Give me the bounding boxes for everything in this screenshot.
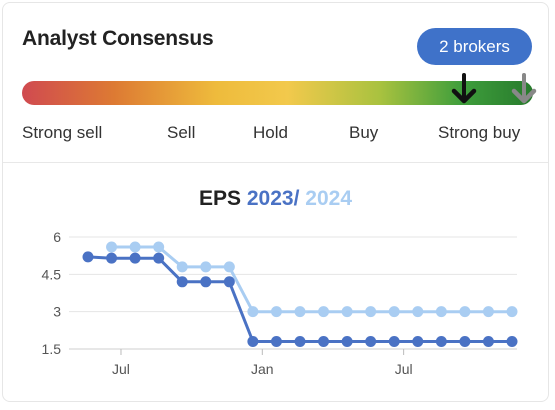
data-point-2024 <box>506 306 518 318</box>
data-point-2023 <box>270 336 282 348</box>
x-tick-label: Jan <box>251 361 274 377</box>
section-divider <box>3 162 548 163</box>
rating-label-hold: Hold <box>253 123 288 142</box>
data-point-2024 <box>200 261 212 273</box>
data-point-2024 <box>388 306 400 318</box>
data-point-2024 <box>129 241 141 253</box>
data-point-2024 <box>318 306 330 318</box>
data-point-2024 <box>482 306 494 318</box>
data-point-2023 <box>412 336 424 348</box>
rating-label-sell: Sell <box>167 123 196 142</box>
data-point-2023 <box>129 252 141 264</box>
data-point-2024 <box>294 306 306 318</box>
data-point-2024 <box>459 306 471 318</box>
data-point-2023 <box>247 336 259 348</box>
data-point-2024 <box>247 306 259 318</box>
data-point-2023 <box>365 336 377 348</box>
eps-title-prefix: EPS <box>199 187 242 210</box>
eps-title-year-2023[interactable]: 2023 <box>246 187 294 210</box>
data-point-2024 <box>435 306 447 318</box>
brokers-count-button[interactable]: 2 brokers <box>417 28 532 65</box>
series-line-2023 <box>87 255 512 343</box>
y-tick-label: 1.5 <box>42 341 62 357</box>
data-point-2023 <box>82 251 94 263</box>
data-point-2024 <box>365 306 377 318</box>
rating-label-strong-buy: Strong buy <box>438 123 521 142</box>
data-point-2024 <box>106 241 118 253</box>
data-point-2023 <box>341 336 353 348</box>
data-point-2024 <box>412 306 424 318</box>
data-point-2023 <box>435 336 447 348</box>
data-point-2023 <box>482 336 494 348</box>
data-point-2023 <box>106 252 118 264</box>
card-title: Analyst Consensus <box>22 27 214 50</box>
data-point-2024 <box>341 306 353 318</box>
eps-chart-title: EPS 2023/ 2024 <box>3 187 548 211</box>
current-rating-arrow-icon <box>451 73 477 104</box>
data-point-2024 <box>223 261 235 273</box>
consensus-gauge-bar <box>22 81 533 105</box>
data-point-2023 <box>223 276 235 288</box>
previous-rating-arrow-icon <box>511 73 537 104</box>
rating-label-strong-sell: Strong sell <box>22 123 103 142</box>
data-point-2023 <box>153 252 165 264</box>
eps-line-chart: 1.5 3 4.5 6 Jul Jan Jul <box>42 229 518 377</box>
data-point-2024 <box>153 241 165 253</box>
data-point-2023 <box>506 336 518 348</box>
y-tick-label: 6 <box>53 229 61 245</box>
data-point-2023 <box>459 336 471 348</box>
data-point-2023 <box>176 276 188 288</box>
data-point-2023 <box>200 276 212 288</box>
analyst-consensus-card: Analyst Consensus 2 brokers Strong sell … <box>2 2 549 402</box>
y-tick-label: 3 <box>53 304 61 320</box>
data-point-2024 <box>176 261 188 273</box>
x-tick-label: Jul <box>112 361 130 377</box>
x-tick-label: Jul <box>395 361 413 377</box>
data-point-2023 <box>318 336 330 348</box>
data-point-2024 <box>270 306 282 318</box>
data-point-2023 <box>388 336 400 348</box>
eps-title-year-2024[interactable]: 2024 <box>305 187 352 210</box>
eps-title-separator: / <box>293 187 300 210</box>
rating-label-buy: Buy <box>349 123 379 142</box>
y-tick-label: 4.5 <box>42 266 62 282</box>
data-point-2023 <box>294 336 306 348</box>
series-line-2024 <box>111 245 512 314</box>
